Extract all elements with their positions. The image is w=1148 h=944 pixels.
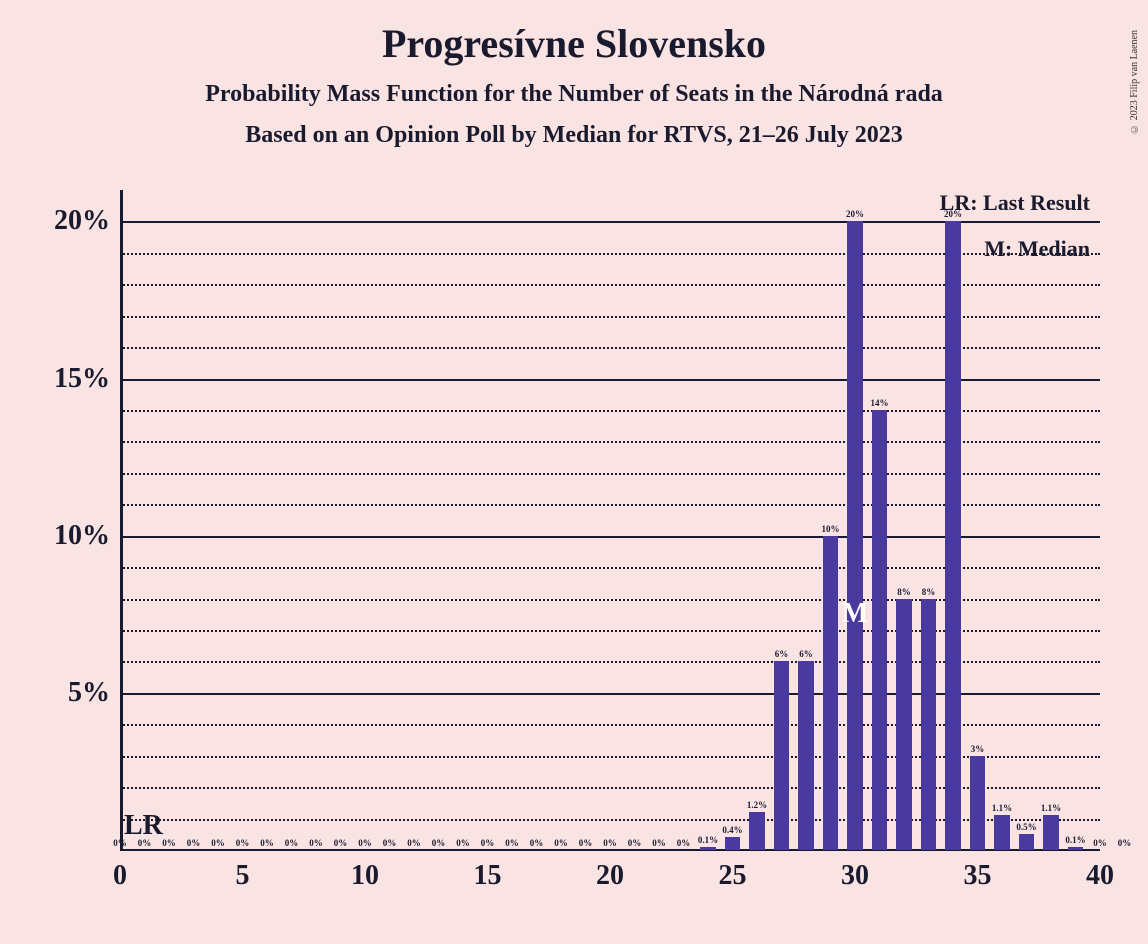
bar-value-label: 0% bbox=[628, 838, 642, 848]
bar-value-label: 0% bbox=[579, 838, 593, 848]
bar-value-label: 0% bbox=[432, 838, 446, 848]
bar-value-label: 0% bbox=[1118, 838, 1132, 848]
chart-subtitle-2: Based on an Opinion Poll by Median for R… bbox=[0, 122, 1148, 149]
x-axis-label: 20 bbox=[596, 860, 624, 892]
bar-value-label: 0% bbox=[358, 838, 372, 848]
x-axis-label: 15 bbox=[474, 860, 502, 892]
copyright-text: © 2023 Filip van Laenen bbox=[1129, 30, 1140, 134]
bar-value-label: 0% bbox=[505, 838, 519, 848]
bar-value-label: 0% bbox=[1093, 838, 1107, 848]
bar-value-label: 1.1% bbox=[992, 803, 1012, 813]
y-axis-label: 20% bbox=[54, 205, 110, 237]
bar-value-label: 0% bbox=[260, 838, 274, 848]
chart-bar bbox=[847, 221, 863, 850]
bar-value-label: 6% bbox=[799, 649, 813, 659]
legend-last-result: LR: Last Result bbox=[940, 190, 1090, 216]
bar-value-label: 1.1% bbox=[1041, 803, 1061, 813]
chart-plot: 5%10%15%20%05101520253035400%0%0%0%0%0%0… bbox=[120, 190, 1100, 850]
bar-value-label: 3% bbox=[971, 744, 985, 754]
chart-bar bbox=[749, 812, 765, 850]
bar-value-label: 0% bbox=[309, 838, 323, 848]
bar-value-label: 0.5% bbox=[1016, 822, 1036, 832]
x-axis-label: 30 bbox=[841, 860, 869, 892]
chart-bar bbox=[1019, 834, 1035, 850]
bar-value-label: 0% bbox=[211, 838, 225, 848]
bar-value-label: 6% bbox=[775, 649, 789, 659]
bar-value-label: 0.1% bbox=[698, 835, 718, 845]
bar-value-label: 1.2% bbox=[747, 800, 767, 810]
chart-bar bbox=[921, 599, 937, 850]
bar-value-label: 0% bbox=[677, 838, 691, 848]
chart-area: 5%10%15%20%05101520253035400%0%0%0%0%0%0… bbox=[120, 190, 1100, 850]
x-axis-label: 25 bbox=[719, 860, 747, 892]
y-axis-label: 10% bbox=[54, 520, 110, 552]
bar-value-label: 0% bbox=[383, 838, 397, 848]
bar-value-label: 0% bbox=[162, 838, 176, 848]
chart-bar bbox=[1068, 847, 1084, 850]
bar-value-label: 10% bbox=[822, 524, 840, 534]
chart-subtitle-1: Probability Mass Function for the Number… bbox=[0, 81, 1148, 108]
bar-value-label: 0% bbox=[456, 838, 470, 848]
x-axis-label: 35 bbox=[964, 860, 992, 892]
chart-title: Progresívne Slovensko bbox=[0, 20, 1148, 67]
bar-value-label: 0% bbox=[530, 838, 544, 848]
chart-bar bbox=[798, 661, 814, 850]
chart-bar bbox=[872, 410, 888, 850]
x-axis-label: 10 bbox=[351, 860, 379, 892]
bar-value-label: 0% bbox=[187, 838, 201, 848]
chart-bar bbox=[823, 536, 839, 850]
bar-value-label: 0% bbox=[554, 838, 568, 848]
y-axis-label: 15% bbox=[54, 363, 110, 395]
chart-bar bbox=[725, 837, 741, 850]
chart-bar bbox=[1043, 815, 1059, 850]
y-axis-label: 5% bbox=[68, 677, 110, 709]
bar-value-label: 0% bbox=[334, 838, 348, 848]
median-marker: M bbox=[842, 598, 868, 630]
bar-value-label: 0% bbox=[407, 838, 421, 848]
bar-value-label: 14% bbox=[871, 398, 889, 408]
bar-value-label: 0% bbox=[236, 838, 250, 848]
bar-value-label: 0% bbox=[481, 838, 495, 848]
chart-bar bbox=[774, 661, 790, 850]
bar-value-label: 0% bbox=[603, 838, 617, 848]
chart-bar bbox=[994, 815, 1010, 850]
chart-bar bbox=[700, 847, 716, 850]
x-axis-label: 0 bbox=[113, 860, 127, 892]
bar-value-label: 8% bbox=[922, 587, 936, 597]
chart-bar bbox=[970, 756, 986, 850]
x-axis-label: 5 bbox=[236, 860, 250, 892]
bar-value-label: 0.1% bbox=[1065, 835, 1085, 845]
bar-value-label: 0% bbox=[652, 838, 666, 848]
bar-value-label: 0.4% bbox=[722, 825, 742, 835]
chart-bar bbox=[945, 221, 961, 850]
legend-median: M: Median bbox=[984, 236, 1090, 262]
chart-bar bbox=[896, 599, 912, 850]
bar-value-label: 20% bbox=[846, 209, 864, 219]
bar-value-label: 8% bbox=[897, 587, 911, 597]
last-result-marker: LR bbox=[124, 810, 163, 842]
x-axis-label: 40 bbox=[1086, 860, 1114, 892]
y-axis bbox=[120, 190, 123, 850]
bar-value-label: 0% bbox=[285, 838, 299, 848]
